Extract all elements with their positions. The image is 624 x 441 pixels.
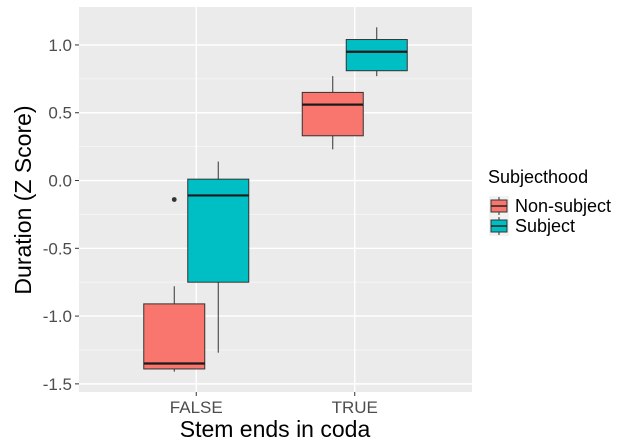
- plot-panel: [79, 7, 472, 392]
- legend-key-subject: [489, 216, 509, 236]
- box-series: [143, 27, 408, 372]
- y-axis-ticks: -1.5 -1.0 -0.5 0.0 0.5 1.0: [43, 36, 79, 394]
- minor-grid: [79, 78, 472, 351]
- y-axis-title: Duration (Z Score): [10, 105, 36, 294]
- box-iqr: [345, 39, 408, 72]
- y-tick-label: -0.5: [43, 239, 72, 258]
- y-tick-label: 0.5: [48, 104, 72, 123]
- legend-keys: [489, 196, 509, 236]
- legend-label-subject: Subject: [515, 216, 575, 236]
- box-subject-false: [187, 161, 250, 353]
- y-tick-label: -1.0: [43, 307, 72, 326]
- legend: Subjecthood Non-subject Subject: [488, 167, 611, 236]
- y-tick-label: 1.0: [48, 36, 72, 55]
- outlier-point: [171, 197, 177, 202]
- x-axis-title: Stem ends in coda: [180, 416, 371, 441]
- box-subject-true: [345, 27, 408, 77]
- box-iqr: [301, 91, 364, 137]
- y-tick-label: 0.0: [48, 172, 72, 191]
- box-non-subject-false: [143, 197, 206, 372]
- x-axis-ticks: FALSE TRUE: [170, 392, 378, 417]
- box-iqr: [143, 303, 206, 370]
- legend-key-non-subject: [489, 196, 509, 216]
- legend-title: Subjecthood: [488, 167, 588, 187]
- x-tick-label: FALSE: [170, 398, 223, 417]
- y-tick-label: -1.5: [43, 375, 72, 394]
- x-tick-label: TRUE: [332, 398, 378, 417]
- legend-label-non-subject: Non-subject: [515, 196, 611, 216]
- box-non-subject-true: [301, 76, 364, 150]
